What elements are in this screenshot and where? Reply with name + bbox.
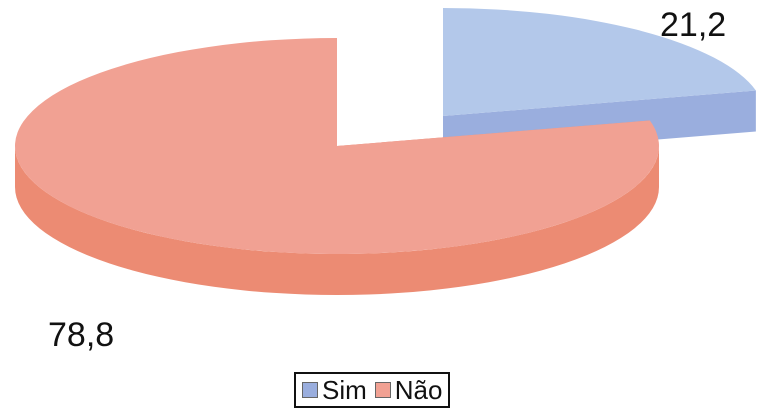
- data-label-nao: 78,8: [48, 316, 115, 354]
- legend-item-nao: Não: [374, 375, 443, 405]
- pie-slice-top-nao: [15, 38, 660, 255]
- legend-label-nao: Não: [394, 375, 443, 405]
- legend-item-sim: Sim: [302, 377, 367, 403]
- pie-slice-top-sim: [443, 8, 756, 116]
- legend-swatch-nao: [374, 382, 391, 398]
- pie-slice-side-nao: [15, 146, 659, 295]
- pie-slice-nao: [15, 38, 660, 295]
- legend-swatch-sim: [302, 382, 318, 398]
- legend: Sim Não: [294, 372, 451, 408]
- legend-label-sim: Sim: [322, 375, 367, 405]
- data-label-sim: 21,2: [660, 6, 727, 44]
